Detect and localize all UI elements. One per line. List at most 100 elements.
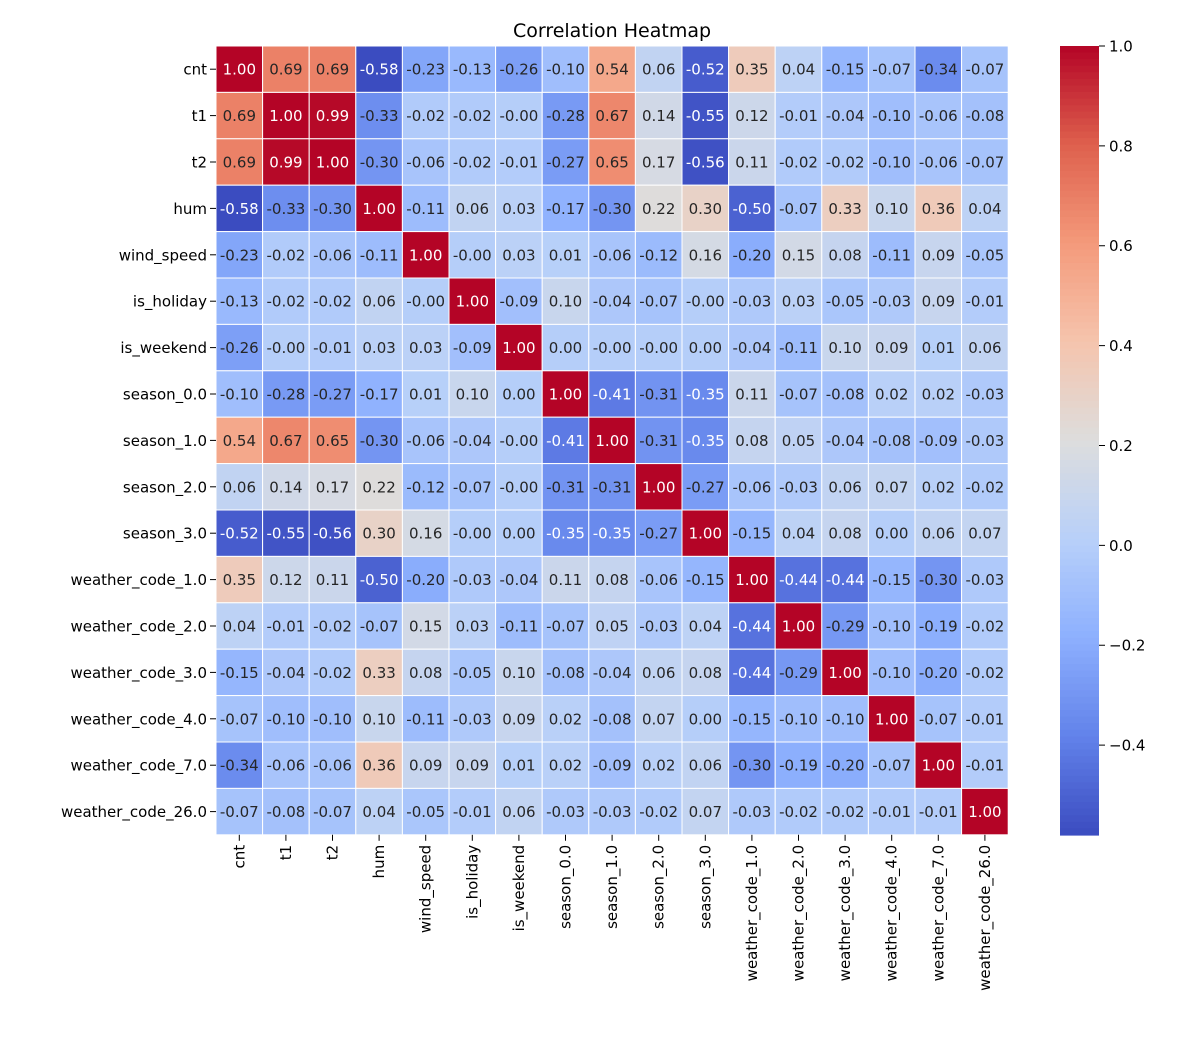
heatmap-cell xyxy=(215,695,264,743)
heatmap-cell xyxy=(681,231,730,279)
colorbar-segment xyxy=(1060,473,1099,481)
colorbar-segment xyxy=(1060,230,1099,238)
colorbar-segment xyxy=(1060,578,1099,586)
heatmap-cell xyxy=(914,416,963,465)
heatmap-cell xyxy=(262,463,310,511)
heatmap-cell xyxy=(867,648,916,697)
colorbar-segment xyxy=(1060,775,1099,783)
cell-value-label: 1.00 xyxy=(456,293,489,311)
colorbar-segment xyxy=(1060,394,1099,402)
cell-value-label: 1.00 xyxy=(316,154,349,172)
cell-value-label: -0.20 xyxy=(732,246,771,264)
colorbar-segment xyxy=(1060,262,1099,271)
cell-value-label: -0.08 xyxy=(826,386,865,404)
cell-value-label: -0.17 xyxy=(546,200,585,218)
cell-value-label: 0.06 xyxy=(642,61,675,79)
heatmap-cell xyxy=(215,45,264,93)
heatmap-cell xyxy=(961,695,1009,743)
colorbar-segment xyxy=(1060,210,1099,218)
colorbar-segment xyxy=(1060,716,1099,724)
colorbar-segment xyxy=(1060,828,1099,836)
cell-value-label: 0.00 xyxy=(689,710,722,728)
cell-value-label: -0.12 xyxy=(639,246,678,264)
colorbar-segment xyxy=(1060,808,1099,816)
colorbar-segment xyxy=(1060,519,1099,527)
column-tick-label: cnt xyxy=(230,845,248,869)
heatmap-cell xyxy=(215,555,264,604)
cell-value-label: 0.02 xyxy=(642,757,675,775)
cell-value-label: 0.07 xyxy=(875,478,908,496)
colorbar-segment xyxy=(1060,723,1099,731)
cell-value-label: -0.03 xyxy=(965,386,1004,404)
heatmap-cell xyxy=(774,184,823,233)
cell-value-label: -0.01 xyxy=(313,339,352,357)
cell-value-label: 0.22 xyxy=(362,478,395,496)
cell-value-label: 0.10 xyxy=(456,386,489,404)
colorbar-segment xyxy=(1060,322,1099,330)
cell-value-label: -0.10 xyxy=(826,710,865,728)
heatmap-cell xyxy=(961,323,1009,372)
cell-value-label: -0.02 xyxy=(406,107,445,125)
heatmap-cell xyxy=(774,138,823,186)
colorbar-segment xyxy=(1060,111,1099,119)
colorbar-segment xyxy=(1060,328,1099,336)
cell-value-label: 0.10 xyxy=(502,664,535,682)
cell-value-label: -0.03 xyxy=(453,710,492,728)
cell-value-label: -0.08 xyxy=(546,664,585,682)
heatmap-cell xyxy=(355,741,403,789)
cell-value-label: -0.44 xyxy=(732,618,771,636)
colorbar-segment xyxy=(1060,598,1099,606)
cell-value-label: -0.07 xyxy=(779,200,818,218)
cell-value-label: -0.30 xyxy=(360,154,399,172)
cell-value-label: 1.00 xyxy=(502,339,535,357)
colorbar-segment xyxy=(1060,374,1099,382)
cell-value-label: 0.06 xyxy=(362,293,395,311)
colorbar-segment xyxy=(1060,558,1099,567)
colorbar-segment xyxy=(1060,585,1099,593)
heatmap-cell xyxy=(541,45,590,93)
heatmap-cell xyxy=(681,695,730,743)
column-tick-label: season_2.0 xyxy=(650,845,669,929)
cell-value-label: 0.03 xyxy=(409,339,442,357)
heatmap-cell xyxy=(215,370,264,418)
cell-value-label: 0.08 xyxy=(595,571,628,589)
cell-value-label: -0.56 xyxy=(313,525,352,543)
cell-value-label: -0.09 xyxy=(453,339,492,357)
column-tick-label: weather_code_2.0 xyxy=(790,845,809,982)
colorbar-segment xyxy=(1060,243,1099,251)
colorbar-segment xyxy=(1060,118,1099,126)
colorbar-segment xyxy=(1060,289,1099,297)
cell-value-label: 0.01 xyxy=(549,246,582,264)
heatmap-cell xyxy=(308,509,357,557)
row-tick-label: wind_speed xyxy=(119,246,207,265)
cell-value-label: -0.06 xyxy=(919,107,958,125)
row-tick-label: season_3.0 xyxy=(123,525,207,544)
cell-value-label: 0.10 xyxy=(549,293,582,311)
heatmap-cell xyxy=(681,91,730,140)
cell-value-label: -0.28 xyxy=(546,107,585,125)
cell-value-label: -0.04 xyxy=(453,432,492,450)
colorbar-segment xyxy=(1060,696,1099,705)
heatmap-cell xyxy=(541,463,590,511)
cell-value-label: -0.04 xyxy=(593,664,632,682)
cell-value-label: -0.07 xyxy=(872,61,911,79)
cell-value-label: 0.01 xyxy=(922,339,955,357)
colorbar-segment xyxy=(1060,512,1099,520)
cell-value-label: 0.07 xyxy=(642,710,675,728)
colorbar-segment xyxy=(1060,269,1099,277)
colorbar-segment xyxy=(1060,361,1099,369)
heatmap-cell xyxy=(262,91,310,140)
cell-value-label: -0.55 xyxy=(266,525,305,543)
heatmap-cell xyxy=(355,184,403,233)
cell-value-label: 0.01 xyxy=(409,386,442,404)
heatmap-cell xyxy=(728,91,776,140)
heatmap-cell xyxy=(634,323,683,372)
cell-value-label: -0.02 xyxy=(313,664,352,682)
cell-value-label: -0.00 xyxy=(593,339,632,357)
colorbar-segment xyxy=(1060,216,1099,225)
colorbar-segment xyxy=(1060,59,1099,67)
heatmap-cell xyxy=(681,509,730,557)
cell-value-label: 0.03 xyxy=(456,618,489,636)
heatmap-cell xyxy=(774,463,823,511)
colorbar-segment xyxy=(1060,499,1099,507)
